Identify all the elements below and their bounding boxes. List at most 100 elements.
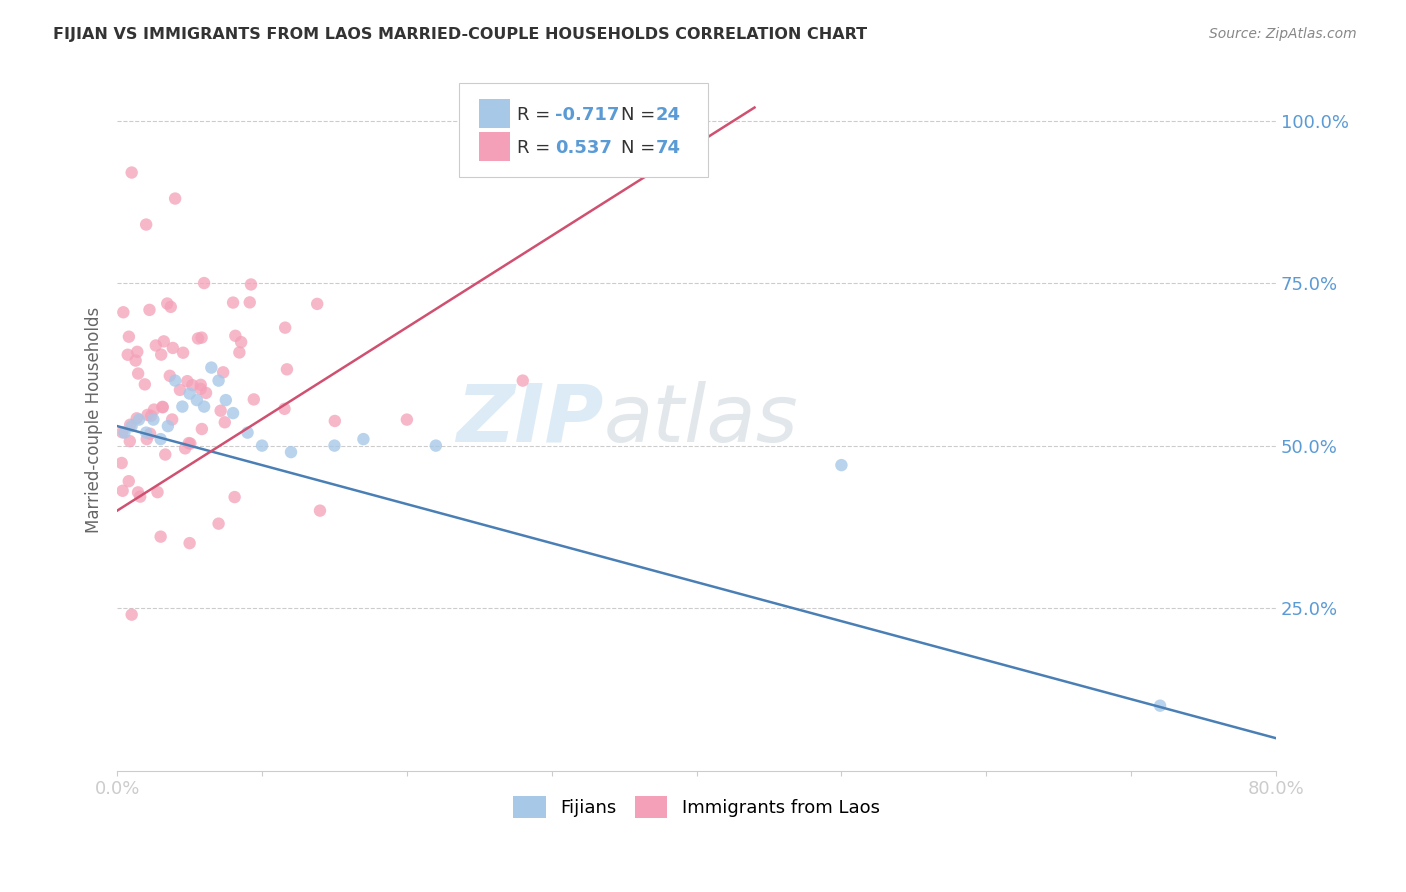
Point [124,353,146,368]
Point [179,386,201,401]
Point [323,439,346,453]
Point [121,419,143,434]
Point [243,392,266,407]
Point [156,419,179,434]
Text: 74: 74 [657,139,681,157]
Text: -0.717: -0.717 [555,106,620,124]
Point [135,218,157,232]
Point [162,341,184,355]
Point [159,300,181,314]
Text: N =: N = [621,139,661,157]
Point [186,393,208,408]
Text: FIJIAN VS IMMIGRANTS FROM LAOS MARRIED-COUPLE HOUSEHOLDS CORRELATION CHART: FIJIAN VS IMMIGRANTS FROM LAOS MARRIED-C… [53,27,868,42]
Point [209,403,232,417]
FancyBboxPatch shape [478,99,510,128]
Point [160,412,183,426]
Point [236,425,259,440]
Point [177,436,200,450]
Point [118,474,141,488]
Text: 0.537: 0.537 [555,139,612,157]
Point [121,607,143,622]
Point [114,425,136,440]
Legend: Fijians, Immigrants from Laos: Fijians, Immigrants from Laos [506,789,887,825]
FancyBboxPatch shape [478,132,510,161]
Point [190,330,212,344]
Text: R =: R = [517,139,555,157]
Point [172,345,194,359]
Point [228,345,250,359]
Point [121,165,143,179]
Point [229,335,252,350]
Point [118,434,141,449]
Point [224,328,246,343]
Point [111,425,134,440]
Point [240,277,263,292]
Point [118,329,141,343]
Point [215,393,238,408]
Point [187,331,209,345]
Point [207,516,229,531]
Point [224,490,246,504]
Text: Source: ZipAtlas.com: Source: ZipAtlas.com [1209,27,1357,41]
Point [830,458,852,472]
Point [195,385,218,400]
Point [207,374,229,388]
Point [128,412,150,426]
Point [1149,698,1171,713]
Point [165,374,187,388]
Y-axis label: Married-couple Households: Married-couple Households [86,307,103,533]
Point [212,365,235,379]
Point [149,432,172,446]
Point [181,378,204,392]
Point [149,530,172,544]
Point [152,401,174,415]
Text: 24: 24 [657,106,681,124]
Point [143,402,166,417]
Point [190,377,212,392]
Point [129,490,152,504]
Point [395,412,418,426]
Point [214,415,236,429]
Point [307,297,329,311]
Point [222,295,245,310]
Point [193,276,215,290]
Point [125,411,148,425]
Point [127,485,149,500]
Point [111,483,134,498]
Point [273,401,295,416]
Point [136,408,159,422]
Point [134,377,156,392]
Point [145,338,167,352]
Text: atlas: atlas [603,381,799,458]
Point [425,439,447,453]
Point [179,536,201,550]
Point [169,383,191,397]
Point [142,412,165,426]
Point [127,344,149,359]
Point [150,348,173,362]
Point [309,503,332,517]
Point [174,442,197,456]
Point [139,409,162,423]
Text: N =: N = [621,106,661,124]
Point [250,439,273,453]
Point [276,362,298,376]
Point [120,417,142,432]
Point [191,422,214,436]
Point [155,448,177,462]
Point [179,436,201,450]
Point [193,400,215,414]
Point [274,320,297,334]
Point [280,445,302,459]
Point [352,432,374,446]
Point [222,406,245,420]
Point [152,400,174,414]
Text: ZIP: ZIP [457,381,603,458]
Point [112,305,135,319]
Point [127,367,149,381]
Point [323,414,346,428]
Point [138,302,160,317]
Point [152,334,174,349]
Point [117,348,139,362]
Point [239,295,262,310]
